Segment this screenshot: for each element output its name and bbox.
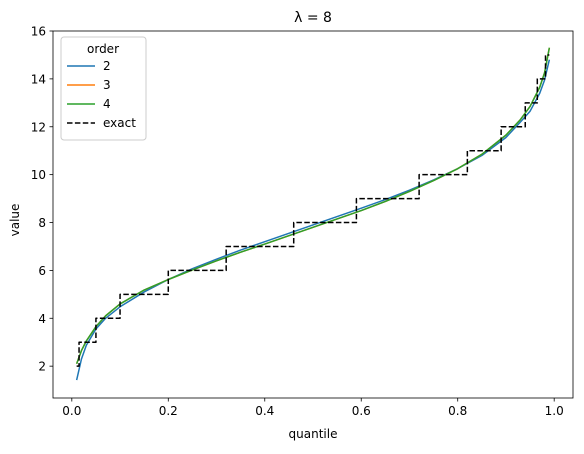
axes-frame	[52, 30, 574, 399]
x-axis-label: quantile	[289, 427, 338, 441]
legend-label-exact: exact	[103, 116, 136, 130]
legend: order 2 3 4 exact	[60, 36, 147, 141]
chart-title: λ = 8	[294, 10, 332, 26]
legend-label-3: 3	[103, 78, 111, 92]
x-tick-label: 1.0	[545, 404, 564, 418]
series-layer	[75, 47, 551, 381]
x-tick-label: 0.0	[62, 404, 81, 418]
y-tick-label: 16	[31, 25, 46, 39]
y-tick-label: 14	[31, 72, 46, 86]
x-tick-label: 0.8	[448, 404, 467, 418]
y-tick-label: 4	[38, 312, 46, 326]
series-line-2	[75, 59, 551, 381]
legend-box	[60, 36, 147, 141]
y-tick-label: 8	[38, 216, 46, 230]
series-line-exact	[76, 54, 550, 367]
y-tick-label: 2	[38, 360, 46, 374]
x-tick-label: 0.6	[352, 404, 371, 418]
y-axis-ticks: 2 4 6 8 10 12 14 16	[31, 25, 53, 374]
y-axis-label: value	[8, 204, 22, 237]
x-tick-label: 0.2	[159, 404, 178, 418]
legend-title: order	[87, 42, 119, 56]
legend-label-4: 4	[103, 97, 111, 111]
x-tick-label: 0.4	[255, 404, 274, 418]
series-line-4	[75, 47, 551, 365]
y-tick-label: 6	[38, 264, 46, 278]
x-axis-ticks: 0.0 0.2 0.4 0.6 0.8 1.0	[62, 398, 564, 418]
y-tick-label: 12	[31, 120, 46, 134]
legend-label-2: 2	[103, 59, 111, 73]
y-tick-label: 10	[31, 168, 46, 182]
